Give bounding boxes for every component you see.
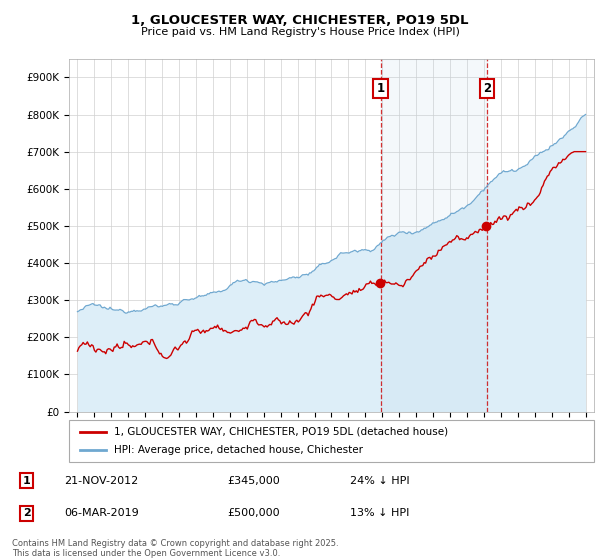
Text: 2: 2 — [483, 82, 491, 95]
Text: HPI: Average price, detached house, Chichester: HPI: Average price, detached house, Chic… — [113, 445, 362, 455]
Text: £345,000: £345,000 — [227, 476, 280, 486]
Text: 2: 2 — [23, 508, 31, 518]
Bar — [380, 59, 487, 412]
Text: 1, GLOUCESTER WAY, CHICHESTER, PO19 5DL (detached house): 1, GLOUCESTER WAY, CHICHESTER, PO19 5DL … — [113, 427, 448, 437]
Text: 1: 1 — [377, 82, 385, 95]
Text: £500,000: £500,000 — [227, 508, 280, 518]
Text: 06-MAR-2019: 06-MAR-2019 — [64, 508, 139, 518]
Text: 24% ↓ HPI: 24% ↓ HPI — [350, 476, 409, 486]
Text: 13% ↓ HPI: 13% ↓ HPI — [350, 508, 409, 518]
Text: 21-NOV-2012: 21-NOV-2012 — [64, 476, 139, 486]
Text: Price paid vs. HM Land Registry's House Price Index (HPI): Price paid vs. HM Land Registry's House … — [140, 27, 460, 38]
Text: 1, GLOUCESTER WAY, CHICHESTER, PO19 5DL: 1, GLOUCESTER WAY, CHICHESTER, PO19 5DL — [131, 14, 469, 27]
Text: Contains HM Land Registry data © Crown copyright and database right 2025.
This d: Contains HM Land Registry data © Crown c… — [12, 539, 338, 558]
Text: 1: 1 — [23, 476, 31, 486]
